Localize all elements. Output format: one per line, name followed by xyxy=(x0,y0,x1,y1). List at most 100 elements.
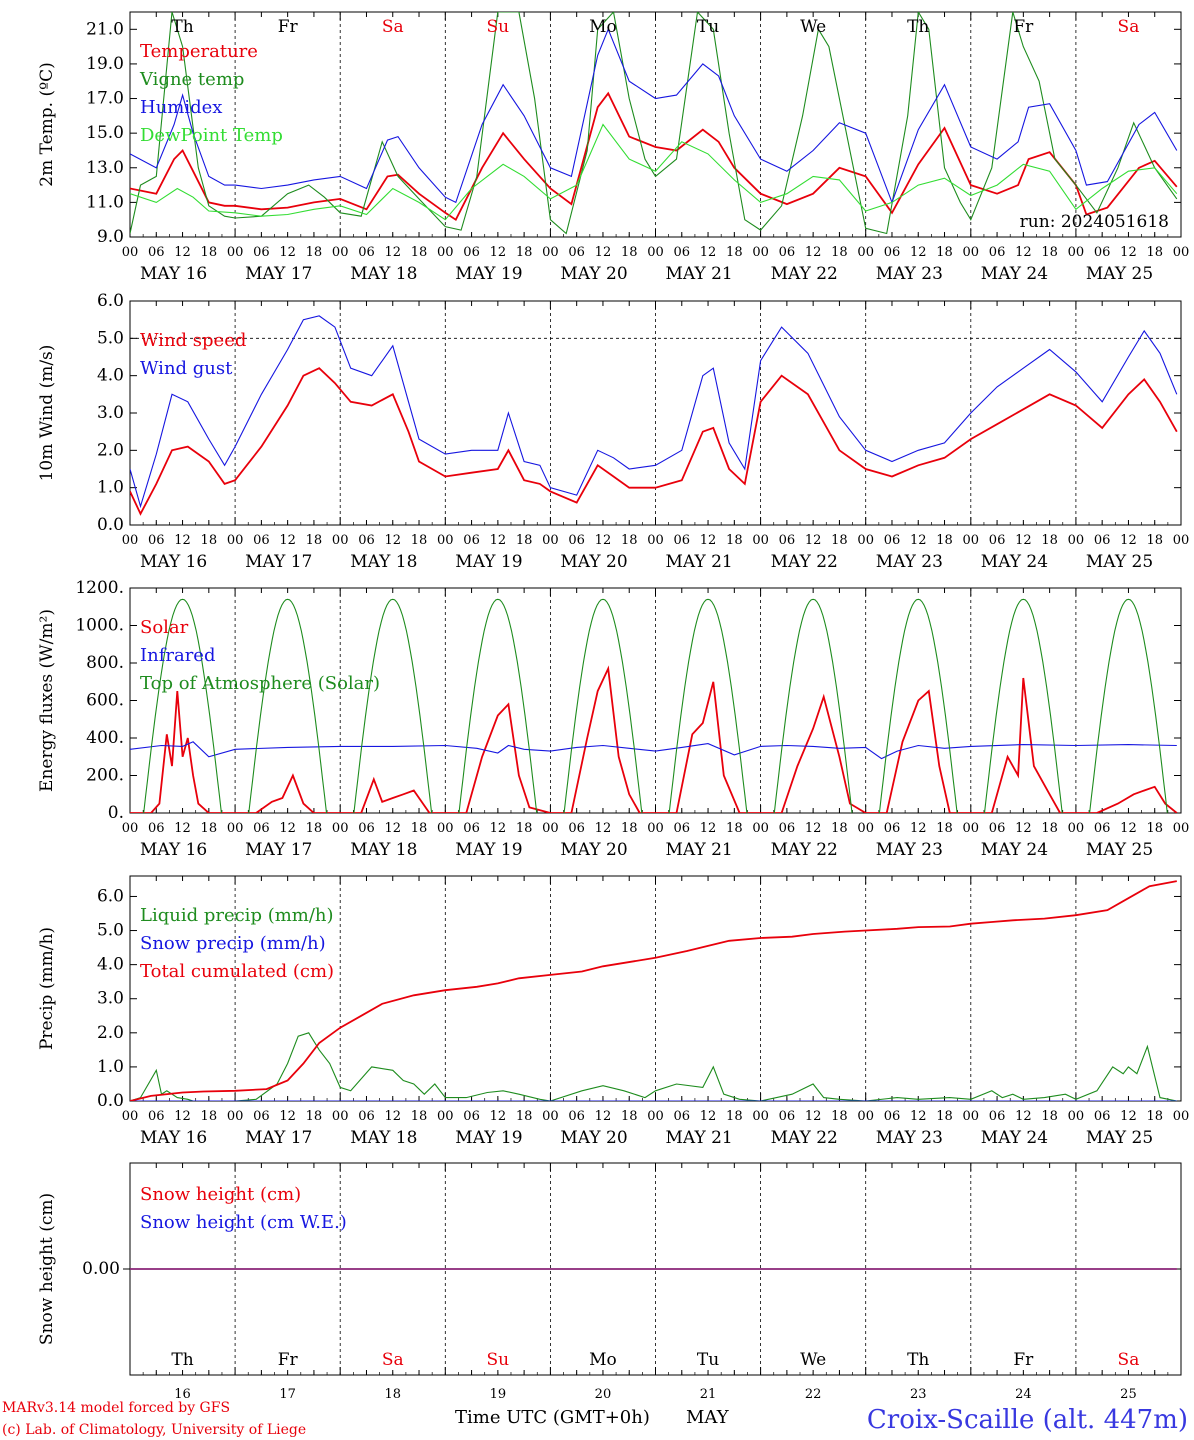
date-label: MAY 23 xyxy=(876,840,943,860)
x-hour-label: 00 xyxy=(1068,1109,1085,1124)
day-name: Th xyxy=(171,1350,193,1370)
x-hour-label: 06 xyxy=(1094,533,1111,548)
x-hour-label: 06 xyxy=(674,1109,691,1124)
x-hour-label: 06 xyxy=(884,821,901,836)
date-label: MAY 24 xyxy=(981,552,1048,572)
y-axis-label: Energy fluxes (W/m²) xyxy=(37,609,57,792)
x-hour-label: 06 xyxy=(674,245,691,260)
date-label: MAY 19 xyxy=(455,264,522,284)
date-label: MAY 16 xyxy=(140,552,207,572)
x-hour-label: 12 xyxy=(910,1109,927,1124)
x-hour-label: 18 xyxy=(936,245,953,260)
date-label: MAY 25 xyxy=(1086,840,1153,860)
day-name: Sa xyxy=(382,1350,404,1370)
series-line-temperature xyxy=(130,91,1178,222)
x-hour-label: 06 xyxy=(148,245,165,260)
y-tick-label: 9.0 xyxy=(97,227,124,247)
date-label: MAY 22 xyxy=(771,264,838,284)
legend-entry: Total cumulated (cm) xyxy=(140,961,334,982)
series-line-toa xyxy=(143,598,222,813)
x-hour-label: 00 xyxy=(1173,821,1190,836)
day-name: Th xyxy=(907,1350,929,1370)
date-label: MAY 21 xyxy=(666,840,733,860)
x-hour-label: 06 xyxy=(253,245,270,260)
x-hour-label: 12 xyxy=(384,533,401,548)
x-hour-label: 06 xyxy=(779,533,796,548)
x-hour-label: 06 xyxy=(568,245,585,260)
series-group xyxy=(130,598,1178,813)
x-hour-label: 00 xyxy=(963,821,980,836)
x-hour-label: 00 xyxy=(647,533,664,548)
series-group xyxy=(130,880,1177,1101)
day-name: Tu xyxy=(697,17,719,37)
x-hour-label: 06 xyxy=(463,245,480,260)
x-hour-label: 00 xyxy=(542,245,559,260)
x-hour-label: 12 xyxy=(490,533,507,548)
x-axis-month: MAY xyxy=(686,1407,730,1428)
series-line-infrared xyxy=(130,741,1177,760)
y-axis-label: 2m Temp. (ºC) xyxy=(37,62,57,187)
day-name: Mo xyxy=(589,1350,617,1370)
x-hour-label: 00 xyxy=(437,245,454,260)
x-hour-label: 18 xyxy=(411,821,428,836)
series-line-toa xyxy=(563,598,643,813)
x-hour-label: 00 xyxy=(1173,533,1190,548)
y-tick-label: 17.0 xyxy=(86,89,124,109)
x-hour-label: 00 xyxy=(332,821,349,836)
x-hour-label: 00 xyxy=(542,1109,559,1124)
day-name: Th xyxy=(907,17,929,37)
day-name: Sa xyxy=(382,17,404,37)
x-hour-label: 00 xyxy=(122,821,139,836)
x-hour-label: 18 xyxy=(936,533,953,548)
x-hour-label: 12 xyxy=(1120,533,1137,548)
day-number: 21 xyxy=(700,1387,717,1402)
x-hour-label: 18 xyxy=(1146,821,1163,836)
x-hour-label: 12 xyxy=(174,821,191,836)
day-name: Fr xyxy=(278,17,299,37)
x-hour-label: 00 xyxy=(963,1109,980,1124)
x-hour-label: 00 xyxy=(332,245,349,260)
x-hour-label: 18 xyxy=(516,821,533,836)
x-hour-label: 06 xyxy=(463,533,480,548)
y-tick-label: 2.0 xyxy=(97,440,124,460)
x-hour-label: 18 xyxy=(1041,821,1058,836)
x-hour-label: 00 xyxy=(122,1109,139,1124)
x-hour-label: 06 xyxy=(884,1109,901,1124)
x-hour-label: 06 xyxy=(253,533,270,548)
x-hour-label: 18 xyxy=(201,1109,218,1124)
date-label: MAY 18 xyxy=(350,840,417,860)
legend-entry: Snow precip (mm/h) xyxy=(140,933,326,954)
day-name: Fr xyxy=(278,1350,299,1370)
x-hour-label: 18 xyxy=(411,533,428,548)
date-label: MAY 19 xyxy=(455,1128,522,1148)
y-axis-label: Precip (mm/h) xyxy=(37,927,57,1050)
date-label: MAY 23 xyxy=(876,264,943,284)
run-label: run: 2024051618 xyxy=(1020,212,1169,232)
y-tick-label: 0.00 xyxy=(82,1259,120,1279)
x-hour-label: 00 xyxy=(1068,245,1085,260)
x-hour-label: 18 xyxy=(1041,533,1058,548)
date-label: MAY 23 xyxy=(876,1128,943,1148)
date-label: MAY 20 xyxy=(560,840,627,860)
series-line-toa xyxy=(1089,598,1168,813)
y-tick-label: 21.0 xyxy=(86,19,124,39)
x-hour-label: 06 xyxy=(568,1109,585,1124)
x-hour-label: 00 xyxy=(752,1109,769,1124)
x-hour-label: 18 xyxy=(201,821,218,836)
x-hour-label: 18 xyxy=(936,1109,953,1124)
date-label: MAY 22 xyxy=(771,1128,838,1148)
x-hour-label: 00 xyxy=(752,245,769,260)
x-hour-label: 00 xyxy=(1173,1109,1190,1124)
series-line-solar xyxy=(130,665,1178,813)
date-label: MAY 17 xyxy=(245,264,312,284)
x-hour-label: 06 xyxy=(358,245,375,260)
y-tick-label: 1000. xyxy=(75,616,124,636)
date-label: MAY 20 xyxy=(560,264,627,284)
date-label: MAY 24 xyxy=(981,840,1048,860)
x-hour-label: 00 xyxy=(857,1109,874,1124)
y-tick-label: 4.0 xyxy=(97,366,124,386)
x-hour-label: 06 xyxy=(148,821,165,836)
x-hour-label: 12 xyxy=(1015,245,1032,260)
legend-entry: Wind speed xyxy=(140,330,246,351)
x-hour-label: 12 xyxy=(595,1109,612,1124)
